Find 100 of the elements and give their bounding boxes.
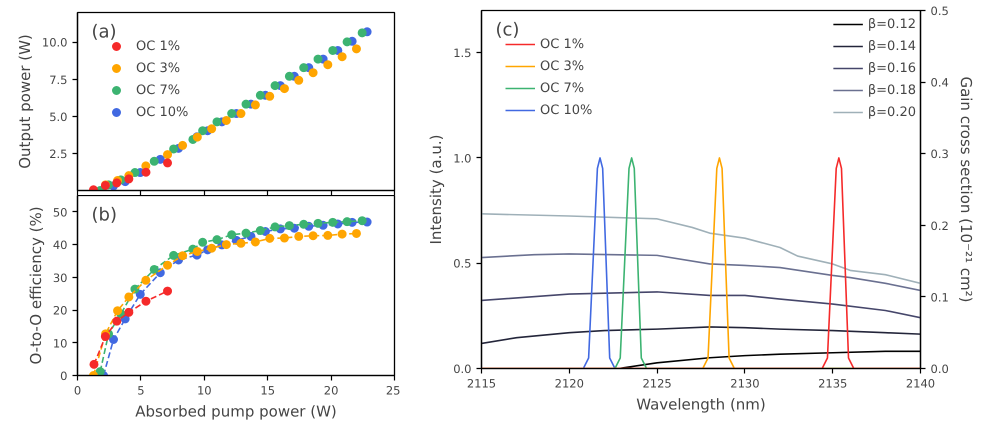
point [207,244,216,253]
line-series [482,291,920,318]
point [342,37,352,46]
point [124,174,134,184]
point [314,218,323,228]
y2-tick-label: 0.2 [930,218,949,233]
point [314,54,323,64]
line-series [482,326,920,344]
point [192,246,202,256]
point [280,84,289,94]
point [284,72,294,81]
y2-tick-label: 0.5 [930,4,949,18]
point [338,230,347,239]
legend-label: OC 10% [136,104,188,121]
y2-axis-title: Gain cross section (10⁻²¹ cm²) [956,76,975,303]
legend-label: OC 7% [540,80,584,97]
point [163,260,172,270]
point [250,100,260,110]
y2-tick-label: 0.0 [930,362,949,376]
legend-label: β=0.16 [868,60,916,77]
x-tick-label: 0 [74,384,82,398]
point [280,234,289,243]
annotation: (c) [496,20,520,40]
x-axis-title: Absorbed pump power (W) [135,402,337,420]
x-tick-label: 5 [137,384,145,398]
legend-label: OC 3% [136,60,180,77]
y-tick-label: 0.5 [453,256,472,271]
annotation: (a) [92,22,117,42]
y-tick-label: 30 [52,270,68,285]
y-tick-label: 2.5 [49,146,68,161]
point [89,360,98,369]
line-series [482,253,920,292]
point [136,290,145,299]
y2-tick-label: 0.3 [930,147,949,162]
x-tick-label: 25 [386,384,401,398]
point [358,28,367,38]
point [308,231,318,240]
point [328,46,338,55]
point [236,238,246,248]
point [284,221,294,230]
point [270,222,280,232]
legend-label: OC 10% [540,102,592,119]
point [352,44,361,54]
x-tick-label: 2125 [642,376,672,390]
point [169,250,178,260]
y-tick-label: 10 [52,336,68,350]
x-tick-label: 15 [260,384,276,398]
x-tick-label: 2140 [906,376,936,390]
y2-tick-label: 0.4 [930,76,949,90]
annotation: (b) [92,204,117,226]
legend-label: OC 7% [136,82,180,99]
point [242,100,251,109]
point [270,81,280,90]
legend-label: β=0.14 [868,38,916,55]
point [323,230,332,240]
point [141,296,150,306]
point [256,90,265,100]
point [236,109,246,118]
y-tick-label: 5.0 [49,110,68,124]
y-tick-label: 1.5 [453,46,472,60]
point [178,140,188,150]
point [169,144,178,154]
point [256,226,265,236]
point [352,228,361,238]
legend-label: OC 1% [136,38,180,55]
point [242,228,251,238]
point [222,116,231,125]
point [294,232,304,241]
x-tick-label: 2120 [554,376,584,390]
x-tick-label: 20 [324,384,338,398]
point [124,292,134,302]
point [100,332,110,342]
y-axis-title: Output power (W) [16,34,34,169]
point [198,126,208,136]
point [163,150,172,160]
y2-tick-label: 0.1 [930,290,949,304]
point [328,218,338,227]
point [141,276,150,285]
point [141,168,150,177]
point [113,306,122,316]
y-tick-label: 7.5 [49,72,68,87]
point [250,237,260,246]
x-tick-label: 10 [196,384,212,398]
point [265,92,274,101]
point [96,367,105,376]
legend-label: β=0.12 [868,16,916,33]
line-series [482,213,920,284]
point [163,158,172,168]
point [207,124,216,134]
legend-label: β=0.18 [868,82,916,99]
point [198,238,208,247]
point [150,264,159,274]
y-tick-label: 10.0 [42,36,68,50]
point [308,68,318,78]
point [222,240,231,250]
legend-label: β=0.20 [868,104,916,121]
point [212,117,222,126]
x-tick-label: 2135 [818,376,848,390]
y-tick-label: 50 [52,205,68,220]
y-tick-label: 1.0 [453,151,472,166]
